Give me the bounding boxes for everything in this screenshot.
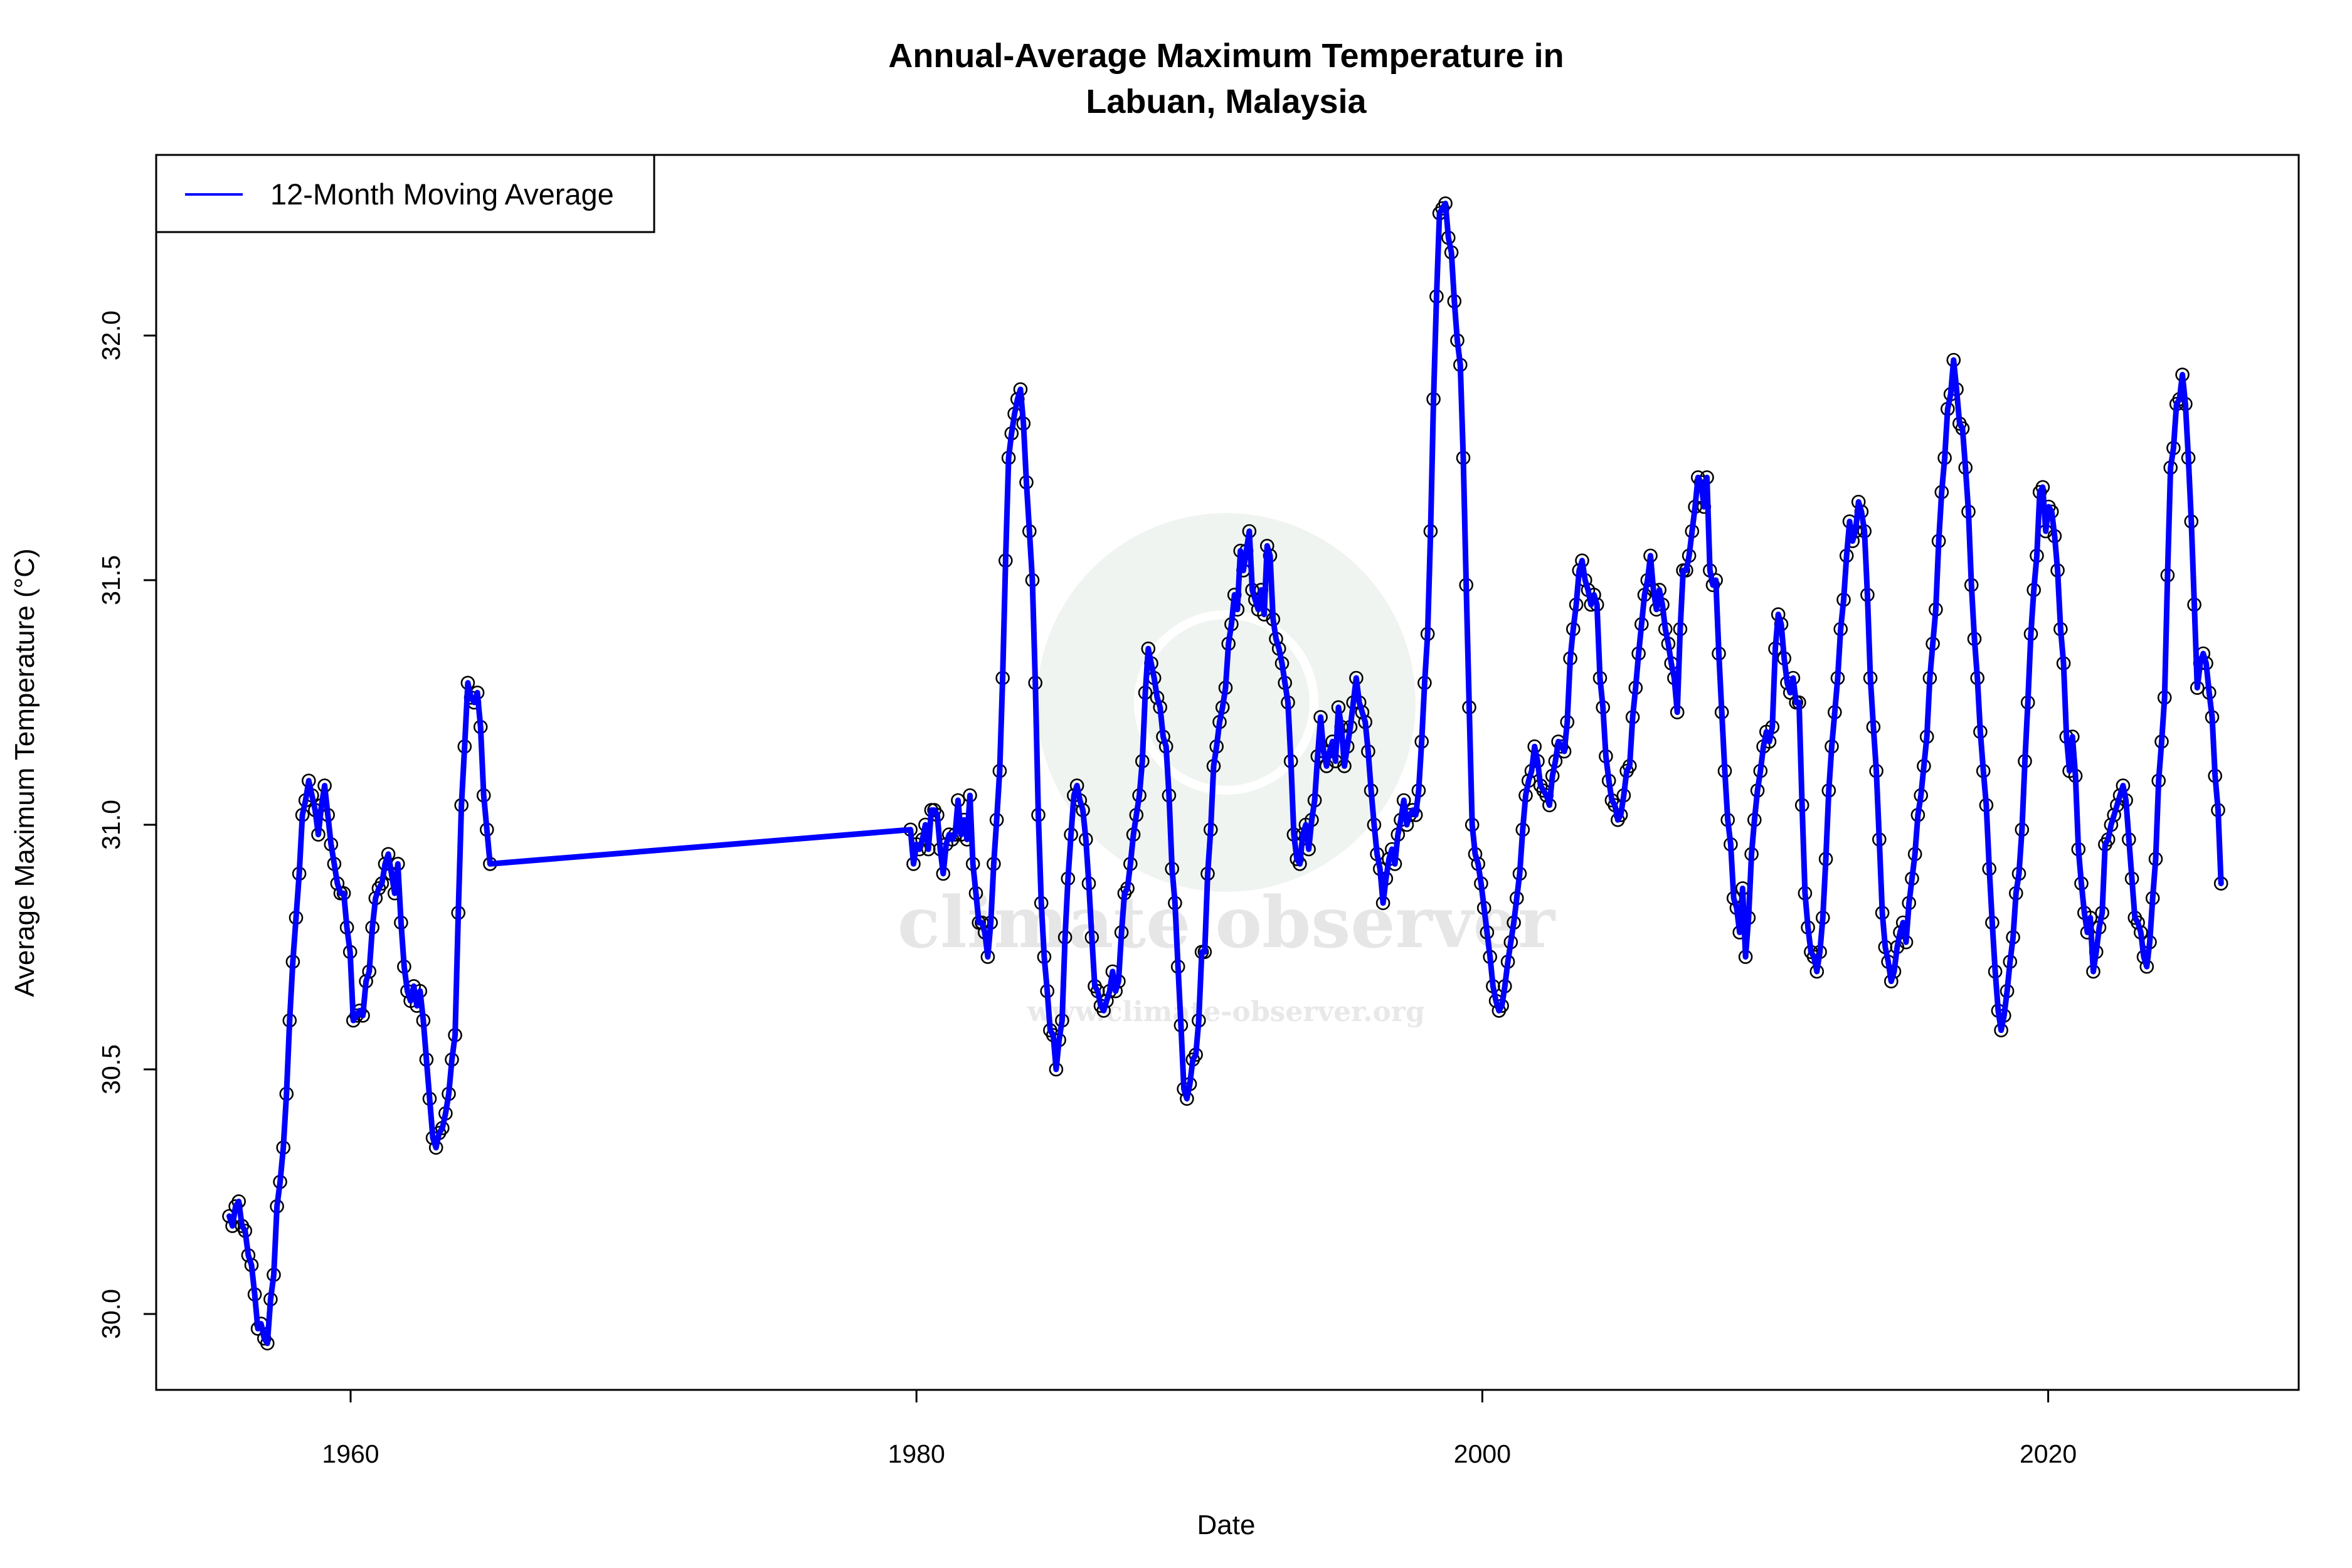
x-axis-label: Date [1197, 1510, 1256, 1540]
y-tick-label: 31.5 [97, 555, 125, 605]
plot-frame [155, 154, 2300, 1391]
axes-layer: 1960 1980 2000 2020 30.0 30.5 31.0 31.5 32.0 [97, 310, 2077, 1468]
y-tick-label: 32.0 [97, 310, 125, 361]
x-tick-label: 1980 [888, 1439, 945, 1468]
series-layer [222, 196, 2228, 1351]
x-tick-label: 2000 [1454, 1439, 1511, 1468]
y-tick-label: 31.0 [97, 800, 125, 850]
watermark-url: www.climate-observer.org [1027, 996, 1425, 1028]
watermark-name: climate observer [898, 882, 1556, 964]
x-tick-label: 1960 [322, 1439, 379, 1468]
x-tick-label: 2020 [2020, 1439, 2077, 1468]
watermark-globe-ring [1134, 610, 1318, 795]
moving-average-line [226, 200, 2224, 1347]
legend-label: 12-Month Moving Average [270, 177, 614, 211]
y-tick-label: 30.5 [97, 1044, 125, 1094]
chart-title-line-2: Labuan, Malaysia [1086, 83, 1367, 120]
y-axis-label: Average Maximum Temperature (°C) [9, 548, 40, 997]
legend: 12-Month Moving Average [155, 154, 655, 233]
chart-title-line-1: Annual-Average Maximum Temperature in [888, 37, 1564, 75]
y-tick-label: 30.0 [97, 1289, 125, 1339]
watermark: climate observer www.climate-observer.or… [898, 513, 1556, 1028]
